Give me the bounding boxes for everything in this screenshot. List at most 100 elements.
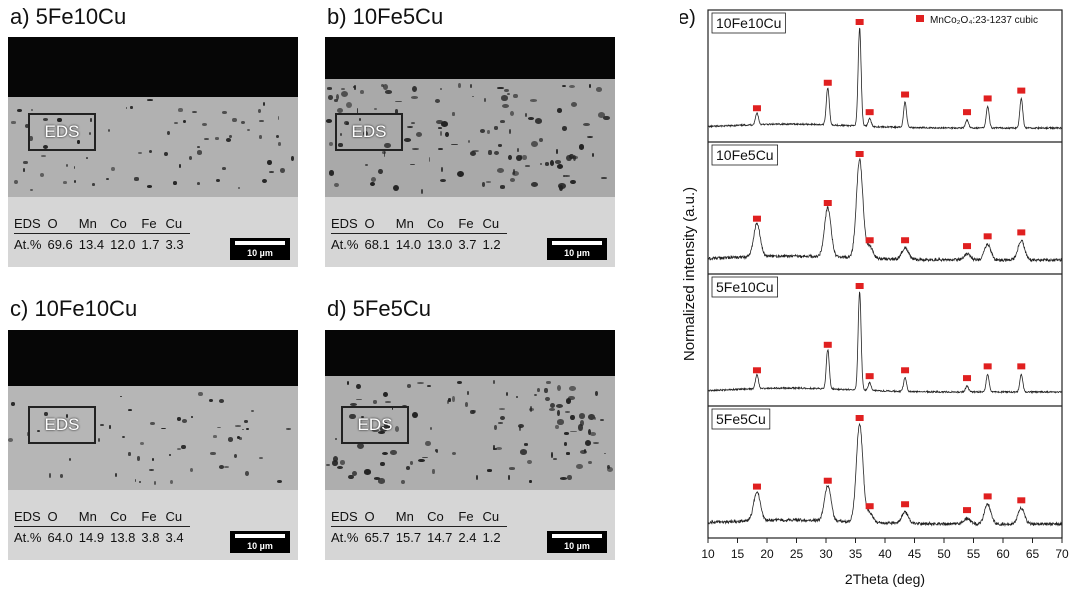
eds-value: 3.4: [165, 529, 184, 545]
pore: [515, 395, 519, 399]
pore: [575, 463, 584, 470]
pore: [37, 430, 41, 433]
pore: [438, 127, 442, 129]
eds-value: At.%: [14, 529, 42, 545]
x-tick-label: 65: [1026, 547, 1040, 561]
pore: [546, 380, 551, 385]
pore: [350, 403, 357, 407]
pore: [339, 459, 346, 465]
eds-header: Co: [110, 506, 142, 527]
x-tick-label: 70: [1055, 547, 1069, 561]
pore: [24, 123, 30, 128]
pore: [201, 122, 207, 127]
pore: [346, 380, 349, 385]
pore: [356, 108, 359, 114]
pore: [439, 179, 446, 183]
pore: [125, 107, 128, 109]
pore: [418, 458, 425, 463]
pore: [196, 145, 201, 148]
pore: [409, 461, 414, 465]
pore: [451, 452, 456, 456]
pore: [519, 155, 522, 161]
pore: [440, 87, 443, 90]
pore: [345, 102, 352, 109]
pore: [498, 408, 506, 411]
pore: [561, 125, 568, 131]
eds-header: Fe: [141, 213, 166, 234]
pore: [45, 134, 51, 137]
pore: [373, 477, 381, 480]
pore: [383, 151, 386, 158]
peak-marker: [901, 367, 910, 374]
pore: [364, 469, 372, 475]
pore: [506, 392, 509, 397]
eds-value: 3.7: [458, 236, 477, 252]
pore: [394, 109, 399, 114]
eds-value: At.%: [331, 236, 359, 252]
eds-value: 2.4: [458, 529, 477, 545]
pore: [245, 471, 250, 476]
series-label: 5Fe10Cu: [716, 279, 774, 295]
peak-marker: [983, 233, 992, 240]
pore: [358, 118, 362, 121]
pore: [146, 185, 153, 189]
pore: [425, 441, 431, 447]
pore: [215, 178, 220, 183]
pore: [504, 88, 510, 93]
pore: [384, 142, 391, 148]
pore: [501, 94, 509, 101]
pore: [569, 386, 576, 392]
pore: [259, 457, 264, 460]
pore: [391, 406, 394, 411]
pore: [222, 166, 226, 170]
pore: [471, 149, 480, 152]
peak-marker: [963, 109, 972, 116]
pore: [499, 185, 506, 189]
pore: [467, 390, 469, 396]
pore: [177, 448, 182, 451]
pore: [544, 388, 548, 394]
pore: [555, 160, 561, 164]
peak-marker: [963, 243, 972, 250]
pore: [412, 86, 418, 93]
panel-e-title: e): [680, 7, 696, 29]
pore: [181, 444, 187, 450]
pore: [340, 133, 343, 136]
pore: [529, 405, 533, 413]
pore: [8, 438, 14, 442]
pore: [382, 83, 389, 91]
pore: [496, 168, 505, 173]
pore: [219, 399, 225, 403]
eds-header: EDS: [14, 213, 48, 234]
pore: [427, 384, 432, 388]
pore: [544, 396, 550, 402]
pore: [98, 438, 101, 443]
pore: [377, 478, 386, 484]
pore: [371, 428, 380, 433]
pore: [522, 155, 527, 160]
pore: [127, 409, 132, 412]
pore: [552, 457, 557, 461]
pore: [589, 84, 592, 89]
pore: [179, 164, 181, 169]
pore: [344, 120, 349, 126]
pore: [352, 470, 358, 476]
legend-label: MnCo₂O₄:23-1237 cubic: [930, 15, 1038, 26]
pore: [244, 419, 248, 424]
pore: [196, 150, 202, 155]
pore: [382, 391, 388, 398]
pore: [209, 398, 213, 402]
pore: [556, 149, 559, 154]
pore: [130, 105, 133, 110]
pore: [267, 160, 273, 165]
pore: [496, 447, 503, 450]
pore: [359, 90, 364, 94]
pore: [556, 404, 564, 409]
pore: [499, 415, 505, 421]
pore: [154, 481, 157, 486]
pore: [570, 102, 577, 107]
eds-value: 13.4: [78, 236, 105, 252]
pore: [348, 474, 354, 479]
pore: [17, 108, 22, 113]
pore: [509, 110, 515, 117]
